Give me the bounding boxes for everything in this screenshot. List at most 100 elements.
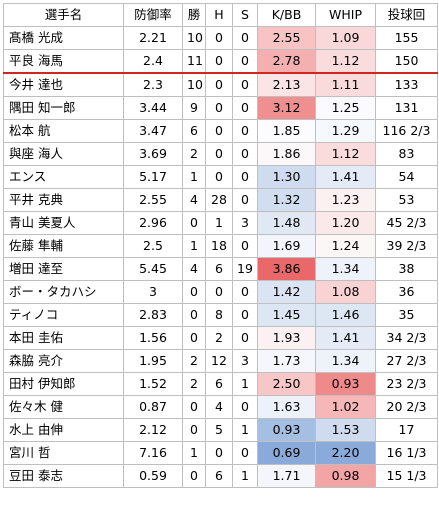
whip-cell[interactable]: 1.29	[315, 119, 376, 143]
holds-cell[interactable]: 0	[205, 165, 233, 189]
k-bb-cell[interactable]: 1.45	[257, 303, 316, 327]
table-row[interactable]: 本田 圭佑 1.56 0 2 0 1.93 1.41 34 2/3	[3, 326, 438, 350]
era-cell[interactable]: 0.87	[123, 395, 183, 419]
table-row[interactable]: 今井 達也 2.3 10 0 0 2.13 1.11 133	[3, 72, 438, 97]
whip-cell[interactable]: 1.34	[315, 257, 376, 281]
k-bb-cell[interactable]: 1.69	[257, 234, 316, 258]
table-row[interactable]: 與座 海人 3.69 2 0 0 1.86 1.12 83	[3, 142, 438, 166]
k-bb-cell[interactable]: 0.69	[257, 441, 316, 465]
saves-cell[interactable]: 3	[232, 211, 258, 235]
player-name-cell[interactable]: 森脇 亮介	[3, 349, 124, 373]
player-name-cell[interactable]: エンス	[3, 165, 124, 189]
whip-cell[interactable]: 1.20	[315, 211, 376, 235]
player-name-cell[interactable]: 田村 伊知郎	[3, 372, 124, 396]
k-bb-cell[interactable]: 1.32	[257, 188, 316, 212]
era-cell[interactable]: 1.52	[123, 372, 183, 396]
holds-cell[interactable]: 0	[205, 49, 233, 74]
whip-cell[interactable]: 1.11	[315, 72, 376, 97]
player-name-cell[interactable]: 佐々木 健	[3, 395, 124, 419]
holds-cell[interactable]: 12	[205, 349, 233, 373]
holds-cell[interactable]: 6	[205, 372, 233, 396]
whip-cell[interactable]: 1.34	[315, 349, 376, 373]
holds-cell[interactable]: 0	[205, 441, 233, 465]
era-cell[interactable]: 2.96	[123, 211, 183, 235]
innings-cell[interactable]: 133	[375, 72, 438, 97]
k-bb-cell[interactable]: 3.86	[257, 257, 316, 281]
holds-cell[interactable]: 2	[205, 326, 233, 350]
table-row[interactable]: 隅田 知一郎 3.44 9 0 0 3.12 1.25 131	[3, 96, 438, 120]
innings-cell[interactable]: 83	[375, 142, 438, 166]
era-cell[interactable]: 5.17	[123, 165, 183, 189]
wins-cell[interactable]: 0	[182, 395, 206, 419]
wins-cell[interactable]: 0	[182, 464, 206, 488]
saves-cell[interactable]: 0	[232, 280, 258, 304]
saves-cell[interactable]: 0	[232, 303, 258, 327]
holds-cell[interactable]: 8	[205, 303, 233, 327]
k-bb-cell[interactable]: 2.78	[257, 49, 316, 74]
holds-cell[interactable]: 18	[205, 234, 233, 258]
header-era[interactable]: 防御率	[123, 3, 183, 27]
player-name-cell[interactable]: 髙橋 光成	[3, 26, 124, 50]
k-bb-cell[interactable]: 2.55	[257, 26, 316, 50]
player-name-cell[interactable]: ボー・タカハシ	[3, 280, 124, 304]
player-name-cell[interactable]: 水上 由伸	[3, 418, 124, 442]
header-whip[interactable]: WHIP	[315, 3, 376, 27]
era-cell[interactable]: 0.59	[123, 464, 183, 488]
innings-cell[interactable]: 34 2/3	[375, 326, 438, 350]
innings-cell[interactable]: 45 2/3	[375, 211, 438, 235]
innings-cell[interactable]: 131	[375, 96, 438, 120]
saves-cell[interactable]: 0	[232, 326, 258, 350]
wins-cell[interactable]: 0	[182, 211, 206, 235]
wins-cell[interactable]: 1	[182, 234, 206, 258]
wins-cell[interactable]: 4	[182, 188, 206, 212]
innings-cell[interactable]: 35	[375, 303, 438, 327]
holds-cell[interactable]: 0	[205, 72, 233, 97]
table-row[interactable]: 森脇 亮介 1.95 2 12 3 1.73 1.34 27 2/3	[3, 349, 438, 373]
player-name-cell[interactable]: 青山 美夏人	[3, 211, 124, 235]
innings-cell[interactable]: 39 2/3	[375, 234, 438, 258]
table-row[interactable]: 平良 海馬 2.4 11 0 0 2.78 1.12 150	[3, 49, 438, 74]
player-name-cell[interactable]: ティノコ	[3, 303, 124, 327]
wins-cell[interactable]: 0	[182, 326, 206, 350]
saves-cell[interactable]: 0	[232, 119, 258, 143]
innings-cell[interactable]: 16 1/3	[375, 441, 438, 465]
table-row[interactable]: ボー・タカハシ 3 0 0 0 1.42 1.08 36	[3, 280, 438, 304]
whip-cell[interactable]: 1.12	[315, 49, 376, 74]
wins-cell[interactable]: 4	[182, 257, 206, 281]
innings-cell[interactable]: 23 2/3	[375, 372, 438, 396]
header-holds[interactable]: H	[205, 3, 233, 27]
innings-cell[interactable]: 38	[375, 257, 438, 281]
table-row[interactable]: 宮川 哲 7.16 1 0 0 0.69 2.20 16 1/3	[3, 441, 438, 465]
whip-cell[interactable]: 2.20	[315, 441, 376, 465]
holds-cell[interactable]: 4	[205, 395, 233, 419]
era-cell[interactable]: 2.3	[123, 72, 183, 97]
wins-cell[interactable]: 0	[182, 303, 206, 327]
header-saves[interactable]: S	[232, 3, 258, 27]
saves-cell[interactable]: 0	[232, 26, 258, 50]
k-bb-cell[interactable]: 0.93	[257, 418, 316, 442]
saves-cell[interactable]: 0	[232, 234, 258, 258]
saves-cell[interactable]: 1	[232, 464, 258, 488]
wins-cell[interactable]: 10	[182, 26, 206, 50]
whip-cell[interactable]: 1.53	[315, 418, 376, 442]
whip-cell[interactable]: 1.41	[315, 165, 376, 189]
holds-cell[interactable]: 0	[205, 142, 233, 166]
saves-cell[interactable]: 0	[232, 188, 258, 212]
era-cell[interactable]: 1.95	[123, 349, 183, 373]
k-bb-cell[interactable]: 1.71	[257, 464, 316, 488]
wins-cell[interactable]: 11	[182, 49, 206, 74]
whip-cell[interactable]: 0.98	[315, 464, 376, 488]
table-row[interactable]: エンス 5.17 1 0 0 1.30 1.41 54	[3, 165, 438, 189]
table-row[interactable]: 増田 達至 5.45 4 6 19 3.86 1.34 38	[3, 257, 438, 281]
whip-cell[interactable]: 1.23	[315, 188, 376, 212]
wins-cell[interactable]: 0	[182, 280, 206, 304]
innings-cell[interactable]: 20 2/3	[375, 395, 438, 419]
era-cell[interactable]: 2.12	[123, 418, 183, 442]
innings-cell[interactable]: 36	[375, 280, 438, 304]
holds-cell[interactable]: 28	[205, 188, 233, 212]
player-name-cell[interactable]: 豆田 泰志	[3, 464, 124, 488]
whip-cell[interactable]: 1.09	[315, 26, 376, 50]
k-bb-cell[interactable]: 1.85	[257, 119, 316, 143]
era-cell[interactable]: 2.4	[123, 49, 183, 74]
table-row[interactable]: 佐々木 健 0.87 0 4 0 1.63 1.02 20 2/3	[3, 395, 438, 419]
